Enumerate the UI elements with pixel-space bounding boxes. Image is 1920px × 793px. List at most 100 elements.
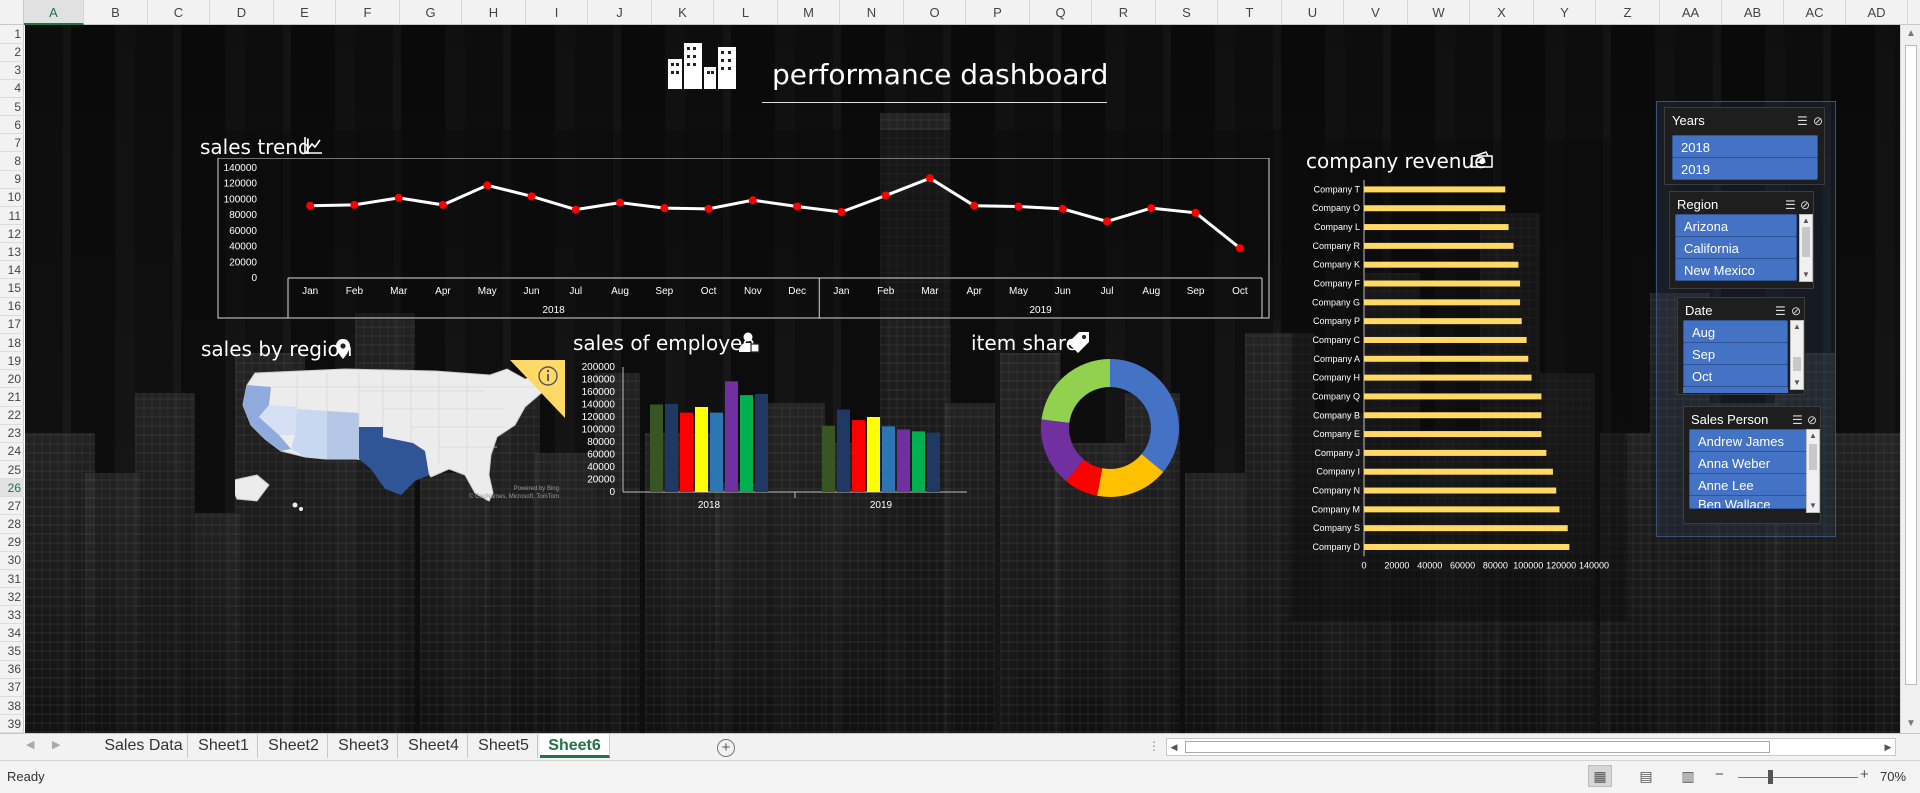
multi-select-icon[interactable]: ☰ — [1785, 198, 1796, 212]
column-header-cell[interactable]: J — [588, 0, 652, 25]
sheet-tab[interactable]: Sheet4 — [400, 734, 468, 758]
region-item[interactable]: New Mexico — [1675, 258, 1797, 281]
column-header-cell[interactable]: I — [526, 0, 588, 25]
tab-scroll-right-icon[interactable]: ▶ — [52, 739, 61, 751]
row-header-cell[interactable]: 21 — [0, 388, 24, 407]
tab-splitter[interactable]: ⋮ — [1148, 739, 1160, 753]
horizontal-scroll-thumb[interactable] — [1185, 741, 1770, 753]
region-slicer-scrollbar[interactable]: ▲ ▼ — [1799, 214, 1813, 282]
column-header-cell[interactable]: AD — [1846, 0, 1908, 25]
row-header-cell[interactable]: 14 — [0, 261, 24, 280]
sheet-tab[interactable]: Sheet3 — [330, 734, 398, 758]
sheet-tab[interactable]: Sheet1 — [190, 734, 258, 758]
column-header-cell[interactable]: X — [1470, 0, 1534, 25]
zoom-out-button[interactable]: − — [1715, 766, 1724, 783]
row-header-cell[interactable]: 22 — [0, 406, 24, 425]
column-header-cell[interactable]: R — [1092, 0, 1156, 25]
normal-view-button[interactable]: ▦ — [1588, 765, 1612, 787]
page-layout-view-button[interactable]: ▤ — [1639, 768, 1653, 784]
years-item[interactable]: 2018 — [1672, 135, 1818, 158]
column-header-cell[interactable]: H — [462, 0, 526, 25]
column-header-cell[interactable]: C — [148, 0, 210, 25]
column-header-cell[interactable]: V — [1344, 0, 1408, 25]
clear-filter-icon[interactable]: ⊘ — [1791, 304, 1802, 318]
column-header-cell[interactable]: O — [904, 0, 966, 25]
row-header-cell[interactable]: 19 — [0, 352, 24, 371]
tab-scroll-left-icon[interactable]: ◀ — [26, 739, 35, 751]
row-header-cell[interactable]: 3 — [0, 61, 24, 80]
date-item[interactable]: Sep — [1683, 342, 1788, 365]
column-header-cell[interactable]: D — [210, 0, 274, 25]
sheet-tab[interactable]: Sheet6 — [540, 734, 610, 758]
column-header-cell[interactable]: T — [1218, 0, 1282, 25]
date-item[interactable]: Oct — [1683, 364, 1788, 387]
row-header-cell[interactable]: 38 — [0, 697, 24, 716]
row-header-cell[interactable]: 23 — [0, 424, 24, 443]
row-header-cell[interactable]: 25 — [0, 461, 24, 480]
row-header-cell[interactable]: 8 — [0, 152, 24, 171]
row-header-cell[interactable]: 12 — [0, 225, 24, 244]
row-header-cell[interactable]: 29 — [0, 533, 24, 552]
date-item[interactable]: Aug — [1683, 320, 1788, 343]
column-header-cell[interactable]: N — [840, 0, 904, 25]
column-header-cell[interactable]: Q — [1030, 0, 1092, 25]
row-header-cell[interactable]: 28 — [0, 515, 24, 534]
zoom-level[interactable]: 70% — [1880, 769, 1907, 784]
row-header-cell[interactable]: 31 — [0, 570, 24, 589]
row-header-cell[interactable]: 36 — [0, 660, 24, 679]
vertical-scrollbar[interactable]: ▲ ▼ — [1900, 25, 1920, 733]
column-header-cell[interactable]: U — [1282, 0, 1344, 25]
column-header-cell[interactable]: AC — [1784, 0, 1846, 25]
row-header-cell[interactable]: 9 — [0, 170, 24, 189]
date-slicer-scrollbar[interactable]: ▲ ▼ — [1790, 320, 1804, 390]
vertical-scroll-thumb[interactable] — [1905, 45, 1917, 685]
sales-person-item[interactable]: Anne Lee — [1689, 473, 1809, 496]
sales-person-slicer-scrollbar[interactable]: ▲ ▼ — [1806, 429, 1820, 513]
info-icon[interactable] — [510, 360, 565, 418]
years-item[interactable]: 2019 — [1672, 157, 1818, 180]
clear-filter-icon[interactable]: ⊘ — [1813, 114, 1824, 128]
sheet-tab[interactable]: Sheet5 — [470, 734, 538, 758]
row-header-cell[interactable]: 18 — [0, 334, 24, 353]
row-header-cell[interactable]: 35 — [0, 642, 24, 661]
column-header-cell[interactable]: Z — [1596, 0, 1660, 25]
scroll-right-arrow[interactable]: ▶ — [1884, 742, 1892, 752]
row-header-cell[interactable]: 7 — [0, 134, 24, 153]
row-header-cell[interactable]: 37 — [0, 678, 24, 697]
zoom-slider-knob[interactable] — [1768, 770, 1773, 784]
clear-filter-icon[interactable]: ⊘ — [1807, 413, 1818, 427]
row-header-cell[interactable]: 10 — [0, 188, 24, 207]
sheet-tab[interactable]: Sales Data — [100, 734, 188, 758]
column-header-cell[interactable]: S — [1156, 0, 1218, 25]
scroll-down-arrow[interactable]: ▼ — [1906, 718, 1916, 729]
sales-person-item[interactable]: Anna Weber — [1689, 451, 1809, 474]
row-header-cell[interactable]: 26 — [0, 478, 24, 498]
sales-person-item[interactable]: Ben Wallace — [1689, 495, 1809, 509]
region-item[interactable]: California — [1675, 236, 1797, 259]
column-header-cell[interactable]: A — [24, 0, 84, 25]
scroll-up-arrow[interactable]: ▲ — [1906, 28, 1916, 39]
zoom-in-button[interactable]: + — [1860, 766, 1869, 783]
row-header-cell[interactable]: 15 — [0, 279, 24, 298]
multi-select-icon[interactable]: ☰ — [1775, 304, 1786, 318]
select-all-corner[interactable] — [0, 0, 24, 25]
row-header-cell[interactable]: 20 — [0, 370, 24, 389]
row-header-cell[interactable]: 39 — [0, 715, 24, 734]
sales-person-item[interactable]: Andrew James — [1689, 429, 1809, 452]
column-header-cell[interactable]: G — [400, 0, 462, 25]
row-header-cell[interactable]: 24 — [0, 442, 24, 461]
column-header-cell[interactable]: M — [778, 0, 840, 25]
column-header-cell[interactable]: W — [1408, 0, 1470, 25]
column-header-cell[interactable]: AA — [1660, 0, 1722, 25]
row-header-cell[interactable]: 6 — [0, 116, 24, 135]
row-header-cell[interactable]: 2 — [0, 43, 24, 62]
row-header-cell[interactable]: 17 — [0, 315, 24, 334]
multi-select-icon[interactable]: ☰ — [1797, 114, 1808, 128]
clear-filter-icon[interactable]: ⊘ — [1800, 198, 1811, 212]
sheet-tab[interactable]: Sheet2 — [260, 734, 328, 758]
row-header-cell[interactable]: 1 — [0, 25, 24, 44]
column-header-cell[interactable]: L — [714, 0, 778, 25]
column-header-cell[interactable]: K — [652, 0, 714, 25]
new-sheet-button[interactable]: + — [717, 739, 735, 757]
column-header-cell[interactable]: E — [274, 0, 336, 25]
